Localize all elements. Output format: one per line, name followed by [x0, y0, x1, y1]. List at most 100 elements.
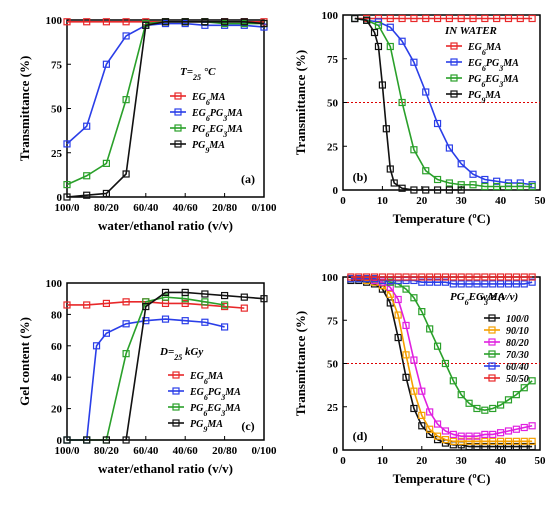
data-point [402, 351, 410, 359]
data-point [520, 384, 528, 392]
data-point [418, 278, 426, 286]
data-point [386, 42, 394, 51]
data-point [426, 273, 434, 281]
x-tick-label: 30 [456, 455, 468, 467]
data-point [418, 387, 426, 395]
data-point [493, 14, 501, 23]
data-point [489, 280, 497, 288]
data-point [489, 404, 497, 413]
data-point [457, 280, 465, 288]
data-point [528, 437, 536, 445]
data-point [363, 16, 371, 24]
data-point [465, 442, 473, 451]
data-point [433, 119, 442, 128]
data-point [102, 299, 111, 308]
data-point [386, 290, 394, 298]
data-point [473, 404, 481, 413]
data-point [394, 295, 402, 304]
data-point [512, 273, 520, 281]
y-tick-label: 20 [51, 404, 63, 416]
x-tick-label: 20 [416, 195, 428, 207]
data-point [481, 406, 489, 414]
data-point [426, 278, 434, 286]
x-tick-label: 100/0 [54, 202, 80, 214]
data-point [481, 430, 489, 439]
data-point [441, 278, 450, 286]
x-tick-label: 60/40 [133, 445, 159, 457]
data-point [481, 280, 489, 288]
data-point [516, 182, 524, 191]
data-point [473, 273, 481, 281]
plot-frame [66, 282, 265, 441]
legend-entry: 100/0 [506, 314, 529, 325]
data-point [102, 189, 111, 198]
data-point [181, 18, 189, 26]
data-point [520, 423, 528, 432]
data-point [418, 411, 426, 419]
legend-entry: PG6EG3MA [468, 74, 519, 89]
series-line [67, 301, 245, 309]
legend-marker [450, 58, 458, 66]
legend-marker [450, 90, 458, 98]
data-point [489, 430, 497, 439]
data-point [161, 315, 170, 323]
data-point [441, 436, 450, 444]
x-axis-label: water/ethanol ratio (v/v) [98, 218, 233, 233]
data-point [422, 88, 430, 96]
data-point [221, 291, 229, 300]
data-point [374, 42, 383, 51]
legend-marker [172, 371, 180, 379]
data-point [240, 304, 248, 312]
data-point [465, 280, 473, 288]
data-point [426, 425, 434, 433]
data-point [161, 288, 170, 297]
data-point [402, 321, 410, 330]
y-tick-label: 50 [327, 359, 339, 371]
series-line [66, 20, 265, 198]
data-point [433, 342, 442, 350]
data-point [142, 317, 150, 325]
data-point [418, 422, 426, 430]
chart-annotation: T=25 °C [180, 66, 216, 82]
x-tick-label: 20 [416, 455, 428, 467]
data-point [122, 350, 130, 358]
panel-a: 100/0 80/20 60/40 40/60 20/80 0/100 0 25 50 75 100… [17, 15, 277, 233]
data-point [201, 18, 209, 26]
data-point [441, 359, 450, 368]
data-point [422, 186, 430, 194]
data-point [102, 329, 111, 337]
chart-annotation: PG6EG3MA [450, 291, 505, 307]
series-line [350, 277, 533, 437]
series-line [67, 318, 225, 441]
data-point [528, 278, 536, 286]
y-tick-label: 100 [46, 278, 63, 290]
data-point [433, 420, 442, 428]
legend-marker [450, 42, 458, 50]
legend-entry: 90/10 [506, 326, 529, 337]
data-point [465, 399, 473, 407]
data-point [201, 318, 209, 326]
legend-entry: 60/40 [506, 362, 529, 373]
panel-label: (a) [241, 172, 255, 186]
legend-marker [488, 338, 496, 346]
y-axis-label: Transmittance (%) [293, 311, 308, 417]
data-point [398, 37, 406, 45]
data-point [497, 437, 505, 445]
data-point [422, 14, 430, 23]
data-point [386, 283, 394, 291]
data-point [161, 18, 170, 26]
x-tick-label: 100/0 [54, 445, 80, 457]
data-point [497, 429, 505, 437]
data-point [410, 387, 418, 395]
panel-label: (c) [241, 419, 254, 433]
y-tick-label: 0 [57, 435, 63, 447]
legend-entry: EG6PG3MA [189, 387, 241, 402]
data-point [497, 401, 505, 409]
data-point [465, 273, 473, 281]
data-point [441, 273, 450, 281]
data-point [481, 14, 489, 23]
data-point [512, 437, 520, 445]
data-point [469, 181, 477, 189]
data-point [363, 273, 371, 281]
data-point [181, 317, 189, 325]
